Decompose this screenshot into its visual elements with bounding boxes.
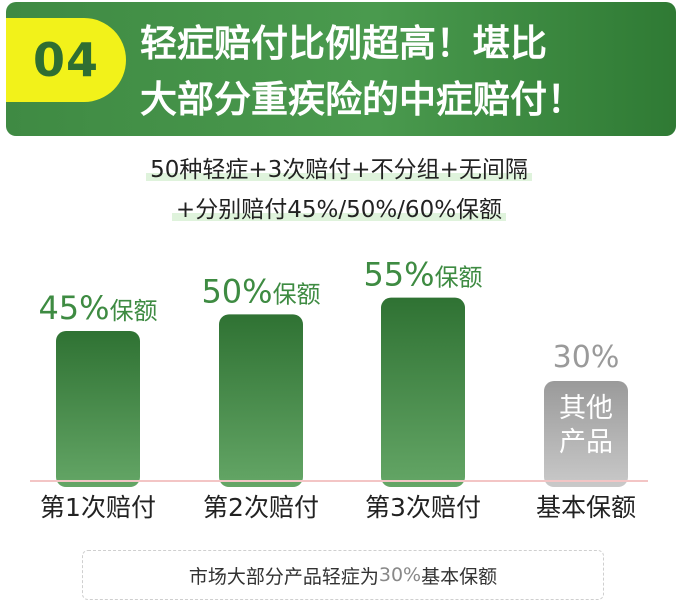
section-number-badge: 04	[6, 18, 126, 102]
category-label-1: 第1次赔付	[40, 493, 156, 522]
subtitle-line-1: 50种轻症+3次赔付+不分组+无间隔	[146, 157, 532, 183]
headline-line-1: 轻症赔付比例超高！堪比	[140, 22, 547, 65]
headline-line-2: 大部分重疾险的中症赔付！	[140, 78, 584, 121]
headline: 轻症赔付比例超高！堪比 大部分重疾险的中症赔付！	[140, 16, 670, 128]
bar-4	[544, 381, 628, 487]
bar-3	[381, 297, 465, 487]
value-label-3: 55%保额	[363, 256, 482, 294]
value-label-4: 30%	[553, 340, 620, 375]
footer-text-after: 基本保额	[421, 565, 498, 588]
category-label-3: 第3次赔付	[365, 493, 481, 522]
bar-2	[219, 314, 303, 487]
subtitle-line-2: +分别赔付45%/50%/60%保额	[171, 197, 507, 223]
subtitle: 50种轻症+3次赔付+不分组+无间隔 +分别赔付45%/50%/60%保额	[0, 150, 678, 230]
footer-text-before: 市场大部分产品轻症为	[188, 565, 379, 588]
category-label-2: 第2次赔付	[203, 493, 319, 522]
header-banner: 04 轻症赔付比例超高！堪比 大部分重疾险的中症赔付！	[6, 2, 676, 136]
section-number: 04	[32, 33, 99, 87]
bar-1	[56, 331, 140, 487]
gray-bar-label-line-1: 其他	[559, 393, 613, 424]
footer-note: 市场大部分产品轻症为 30% 基本保额	[82, 550, 604, 600]
category-label-4: 基本保额	[536, 493, 636, 522]
value-label-1: 45%保额	[38, 289, 157, 327]
gray-bar-label-line-2: 产品	[559, 427, 613, 458]
value-label-2: 50%保额	[201, 272, 320, 310]
footer-highlight: 30%	[378, 564, 422, 586]
